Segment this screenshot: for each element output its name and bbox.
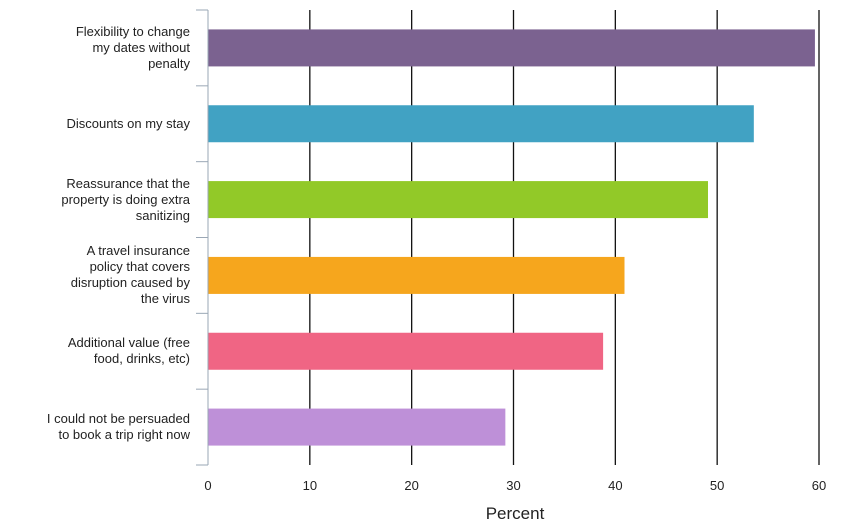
bar-6 bbox=[208, 408, 506, 446]
x-tick-label-20: 20 bbox=[404, 478, 418, 493]
x-tick-label-10: 10 bbox=[303, 478, 317, 493]
bar-2 bbox=[208, 105, 754, 143]
x-tick-label-0: 0 bbox=[204, 478, 211, 493]
x-tick-label-60: 60 bbox=[812, 478, 826, 493]
category-label-4: A travel insurance policy that covers di… bbox=[70, 243, 190, 307]
bars bbox=[208, 29, 815, 446]
x-tick-label-50: 50 bbox=[710, 478, 724, 493]
category-label-2: Discounts on my stay bbox=[66, 115, 190, 131]
bar-1 bbox=[208, 29, 815, 67]
bar-4 bbox=[208, 256, 625, 294]
category-axis bbox=[196, 9, 209, 466]
bar-3 bbox=[208, 181, 709, 219]
category-label-1: Flexibility to change my dates without p… bbox=[75, 23, 190, 71]
x-tick-labels: 0 10 20 30 40 50 60 bbox=[204, 478, 826, 493]
x-tick-label-30: 30 bbox=[506, 478, 520, 493]
category-label-5: Additional value (free food, drinks, etc… bbox=[67, 335, 190, 367]
category-label-3: Reassurance that the property is doing e… bbox=[61, 175, 190, 223]
x-tick-label-40: 40 bbox=[608, 478, 622, 493]
category-label-6: I could not be persuaded to book a trip … bbox=[46, 411, 190, 443]
bar-5 bbox=[208, 332, 604, 370]
grid-lines bbox=[309, 10, 820, 465]
x-axis-title: Percent bbox=[486, 504, 545, 523]
